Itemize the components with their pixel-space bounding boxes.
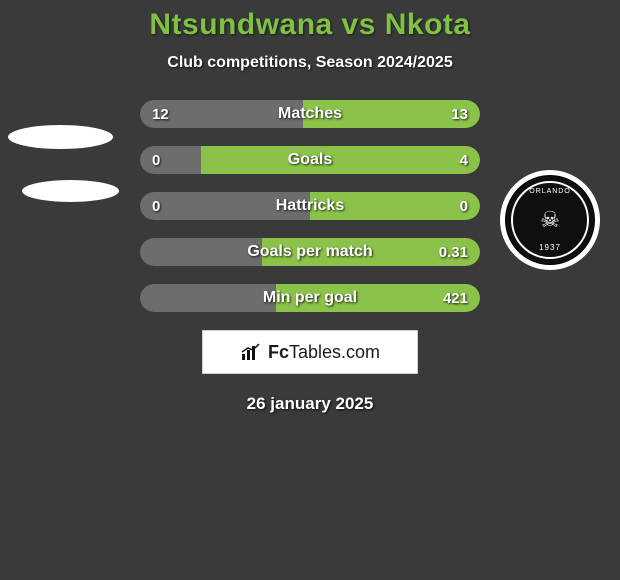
- crest-year: 1937: [539, 243, 561, 252]
- stat-label: Goals: [140, 146, 480, 174]
- crest-top-text: ORLANDO: [529, 188, 571, 195]
- stat-label: Hattricks: [140, 192, 480, 220]
- club-crest: ORLANDO ☠ 1937: [500, 170, 600, 270]
- snapshot-date: 26 january 2025: [0, 394, 620, 414]
- left-badge-2: [22, 180, 119, 202]
- crest-inner: ORLANDO ☠ 1937: [511, 181, 589, 259]
- stat-row: Matches12 13: [140, 100, 480, 128]
- stat-value-right: 13: [451, 100, 468, 128]
- logo-part-a: Fc: [268, 342, 289, 362]
- stat-value-right: 421: [443, 284, 468, 312]
- stat-value-right: 4: [460, 146, 468, 174]
- fctables-logo: FcTables.com: [202, 330, 418, 374]
- logo-text: FcTables.com: [268, 342, 380, 363]
- stat-label: Matches: [140, 100, 480, 128]
- stat-value-left: 0: [152, 146, 160, 174]
- stat-row: Hattricks0 0: [140, 192, 480, 220]
- stat-value-right: 0.31: [439, 238, 468, 266]
- stat-value-left: 0: [152, 192, 160, 220]
- stat-label: Min per goal: [140, 284, 480, 312]
- left-badge-1: [8, 125, 113, 149]
- comparison-card: Ntsundwana vs Nkota Club competitions, S…: [0, 0, 620, 580]
- chart-icon: [240, 342, 262, 362]
- stat-label: Goals per match: [140, 238, 480, 266]
- page-title: Ntsundwana vs Nkota: [0, 8, 620, 42]
- stat-bars: Matches1213Goals04Hattricks00Goals per m…: [140, 100, 480, 312]
- stat-value-left: 12: [152, 100, 169, 128]
- logo-part-b: Tables: [289, 342, 341, 362]
- stat-row: Min per goal421: [140, 284, 480, 312]
- logo-part-c: .com: [341, 342, 380, 362]
- skull-icon: ☠: [540, 209, 560, 231]
- stat-row: Goals0 4: [140, 146, 480, 174]
- stat-value-right: 0: [460, 192, 468, 220]
- stat-row: Goals per match0.31: [140, 238, 480, 266]
- subtitle: Club competitions, Season 2024/2025: [0, 54, 620, 72]
